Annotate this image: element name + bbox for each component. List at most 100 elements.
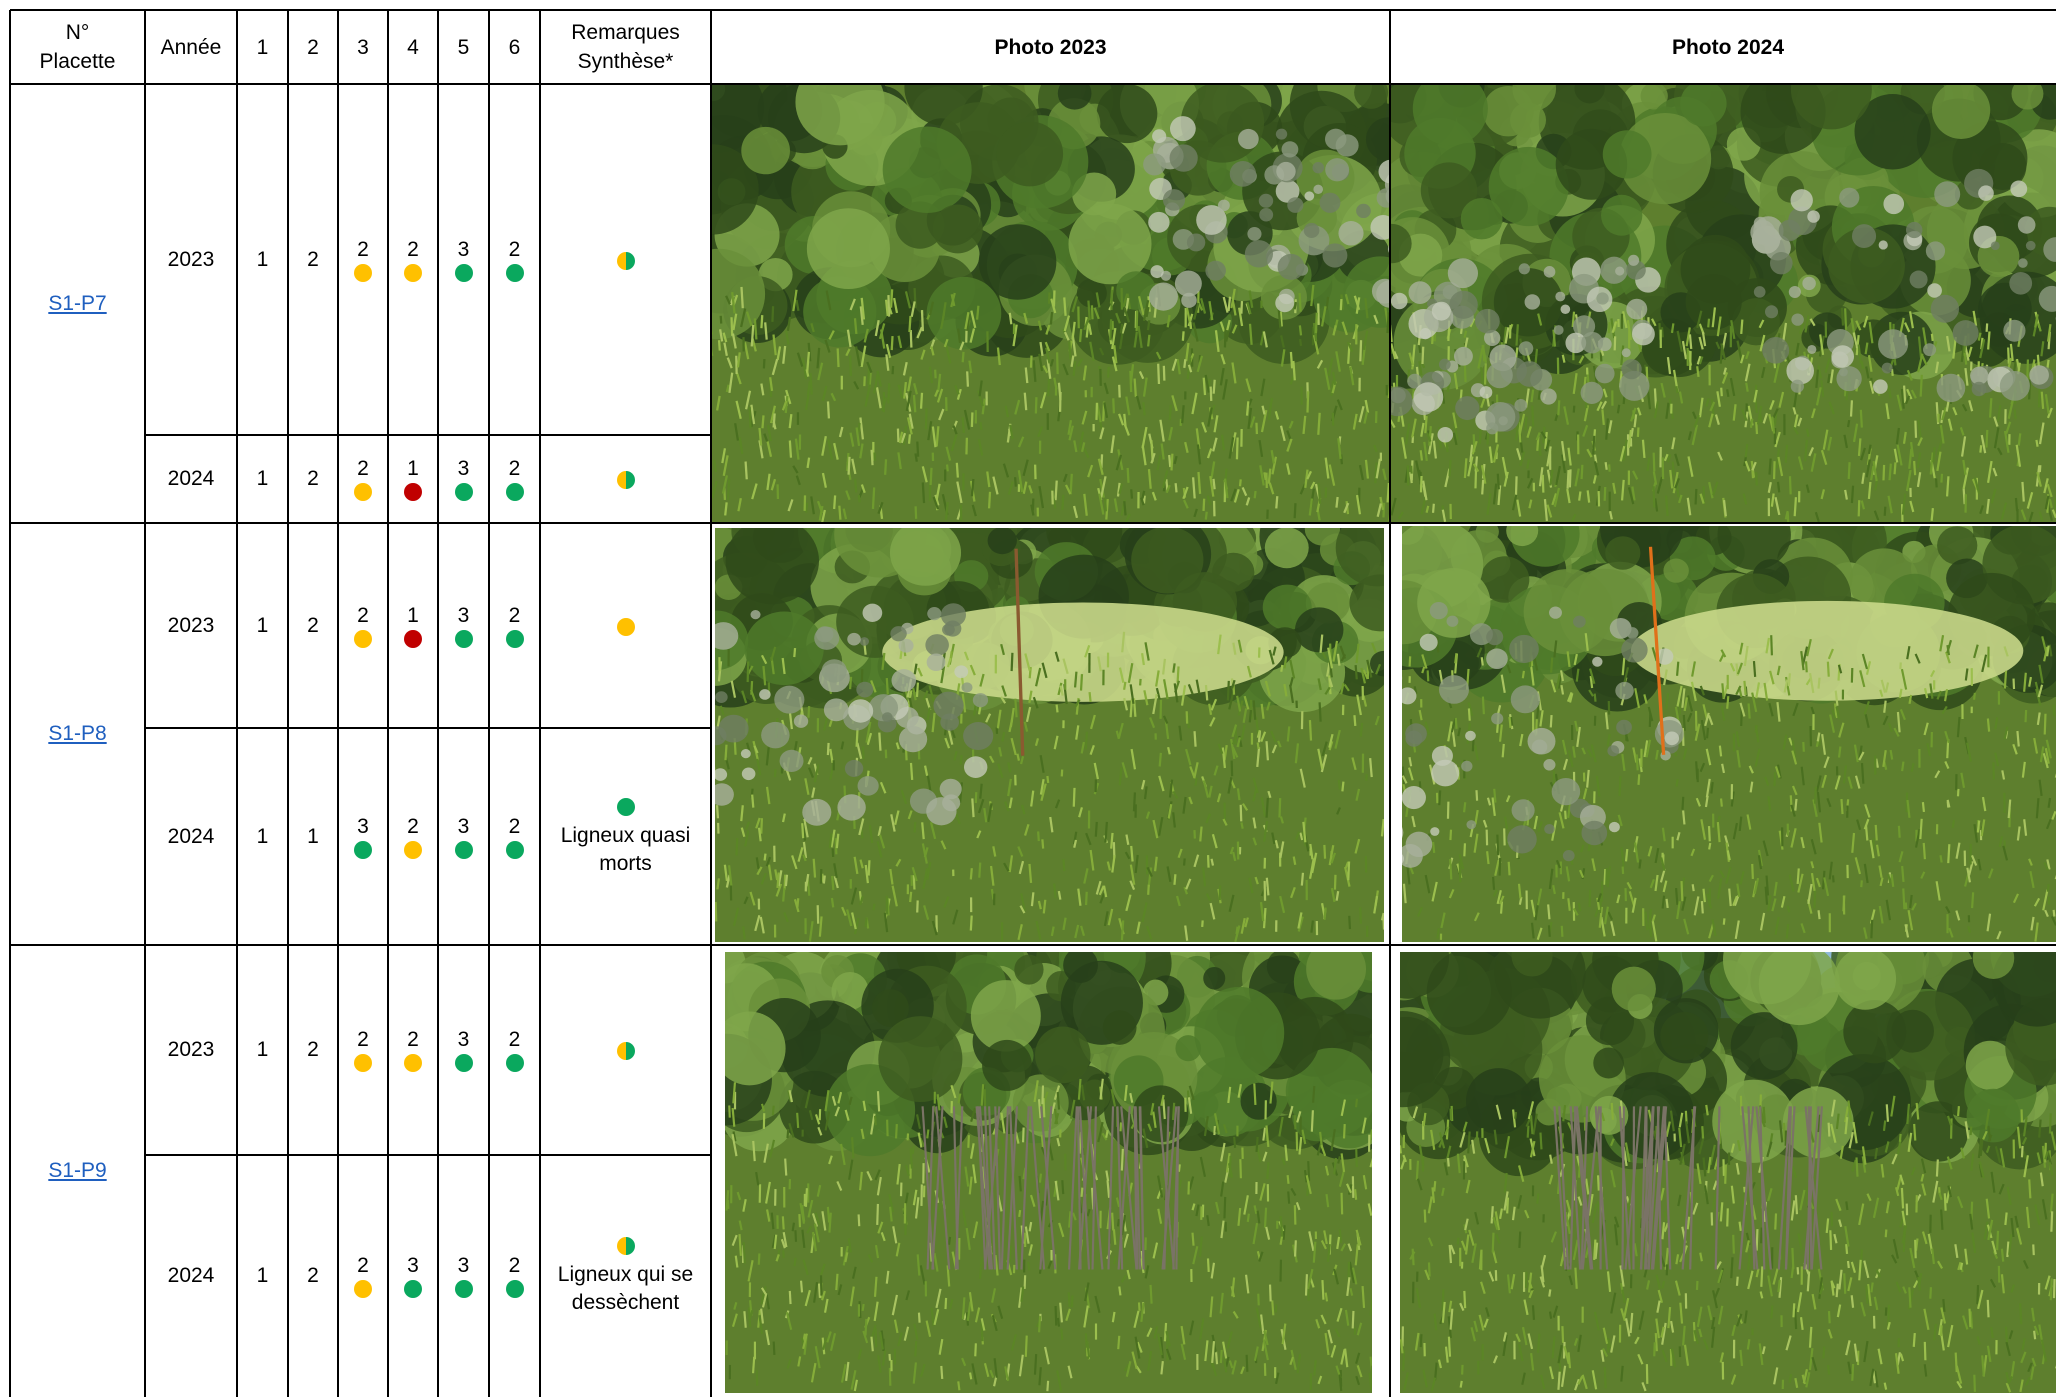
status-dot-split-icon: [616, 251, 635, 270]
status-dot-green-icon: [505, 629, 524, 648]
status-dot-green-icon: [354, 840, 372, 859]
grid-line: [337, 10, 339, 1397]
status-dot-yellow-icon: [354, 1054, 372, 1072]
remark-cell: Ligneux qui se dessèchent: [540, 1155, 711, 1397]
site-photo-2024: [1400, 952, 2056, 1393]
plot-id-cell: S1-P7: [10, 84, 145, 523]
score-with-indicator: 2: [404, 1028, 422, 1072]
score-with-indicator: 1: [404, 457, 422, 501]
score-cell: 2: [338, 435, 388, 523]
score-value: 3: [457, 457, 470, 480]
score-value: 1: [407, 457, 419, 480]
grid-line: [145, 1154, 711, 1156]
score-cell: 3: [388, 1155, 438, 1397]
score-with-indicator: 3: [404, 1254, 422, 1298]
plot-link-s1-p7[interactable]: S1-P7: [48, 291, 107, 315]
score-cell: 1: [256, 1264, 269, 1287]
score-cell: 2: [338, 945, 388, 1155]
score-cell: 2: [307, 1264, 319, 1287]
score-with-indicator: 3: [454, 1028, 473, 1072]
score-cell: 2: [489, 84, 540, 435]
year-cell: 2023: [167, 1038, 215, 1061]
grid-line: [488, 10, 490, 1397]
grid-line: [539, 10, 541, 1397]
score-value: 3: [457, 1028, 470, 1051]
header-col-4: 4: [407, 35, 419, 59]
score-with-indicator: 2: [404, 815, 422, 859]
score-with-indicator: 3: [354, 815, 372, 859]
score-cell: 1: [256, 467, 269, 490]
score-cell: 3: [438, 945, 489, 1155]
status-dot-green-icon: [505, 263, 524, 282]
status-dot-yellow-icon: [404, 840, 422, 859]
header-col-2: 2: [307, 35, 319, 59]
status-dot-green-icon: [505, 483, 524, 501]
remark-text: Ligneux qui se dessèchent: [558, 1261, 693, 1317]
score-value: 2: [357, 457, 369, 480]
score-cell: 1: [388, 435, 438, 523]
score-cell: 2: [489, 435, 540, 523]
grid-line: [437, 10, 439, 1397]
header-remarques-line: Synthèse*: [577, 50, 674, 73]
grid-line: [145, 434, 711, 436]
status-dot-yellow-icon: [354, 1280, 372, 1298]
score-with-indicator: 2: [354, 1254, 372, 1298]
score-value: 2: [357, 1028, 369, 1051]
plot-link-s1-p9[interactable]: S1-P9: [48, 1159, 107, 1182]
remark-line: Ligneux quasi: [560, 823, 691, 847]
score-value: 2: [357, 237, 369, 261]
grid-line: [1389, 10, 1391, 1397]
year-cell: 2023: [167, 247, 215, 271]
score-with-indicator: 2: [404, 238, 422, 282]
score-with-indicator: 3: [454, 603, 473, 648]
status-dot-yellow-icon: [354, 483, 372, 501]
grid-line: [287, 10, 289, 1397]
remark-cell: [540, 435, 711, 523]
score-cell: 1: [256, 247, 269, 271]
status-dot-red-icon: [404, 483, 422, 501]
score-cell: 2: [338, 1155, 388, 1397]
grid-line: [10, 944, 2056, 946]
score-with-indicator: 2: [354, 1028, 372, 1072]
score-value: 3: [457, 603, 470, 627]
status-dot-green-icon: [616, 797, 635, 816]
status-dot-yellow-icon: [616, 617, 635, 636]
score-value: 3: [457, 814, 470, 838]
remark-line: morts: [599, 851, 652, 875]
header-annee: Année: [145, 10, 237, 84]
year-cell: 2024: [167, 467, 215, 490]
score-with-indicator: 3: [454, 1254, 473, 1298]
score-with-indicator: 1: [404, 604, 422, 648]
score-cell: 2: [388, 84, 438, 435]
score-value: 3: [357, 814, 369, 838]
year-cell: 2024: [167, 824, 215, 848]
score-value: 2: [357, 603, 369, 627]
status-dot-yellow-icon: [354, 263, 372, 282]
grid-line: [387, 10, 389, 1397]
status-dot-green-icon: [454, 629, 473, 648]
remark-cell: Ligneux quasi morts: [540, 728, 711, 945]
score-value: 3: [407, 1254, 419, 1277]
score-value: 2: [508, 1028, 521, 1051]
score-value: 2: [407, 1028, 419, 1051]
score-cell: 2: [489, 728, 540, 945]
score-cell: 3: [438, 84, 489, 435]
status-dot-yellow-icon: [404, 1054, 422, 1072]
score-value: 2: [508, 603, 521, 627]
remark-cell: [540, 945, 711, 1155]
score-cell: 2: [489, 945, 540, 1155]
header-col-3: 3: [357, 35, 369, 59]
score-cell: 2: [338, 84, 388, 435]
score-cell: 1: [388, 523, 438, 728]
score-with-indicator: 3: [454, 457, 473, 501]
score-value: 2: [508, 814, 521, 838]
score-value: 3: [457, 237, 470, 261]
plot-id-cell: S1-P9: [10, 945, 145, 1397]
score-cell: 2: [388, 728, 438, 945]
site-photo-2023: [725, 952, 1372, 1393]
score-value: 2: [407, 814, 419, 838]
remark-line: Ligneux qui se: [557, 1263, 694, 1286]
status-dot-green-icon: [454, 263, 473, 282]
plot-link-s1-p8[interactable]: S1-P8: [48, 722, 107, 745]
year-cell: 2023: [167, 613, 215, 637]
